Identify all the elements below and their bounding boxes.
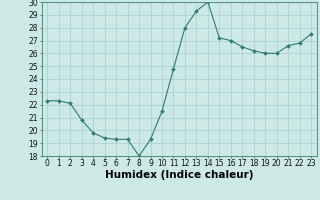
X-axis label: Humidex (Indice chaleur): Humidex (Indice chaleur) — [105, 170, 253, 180]
